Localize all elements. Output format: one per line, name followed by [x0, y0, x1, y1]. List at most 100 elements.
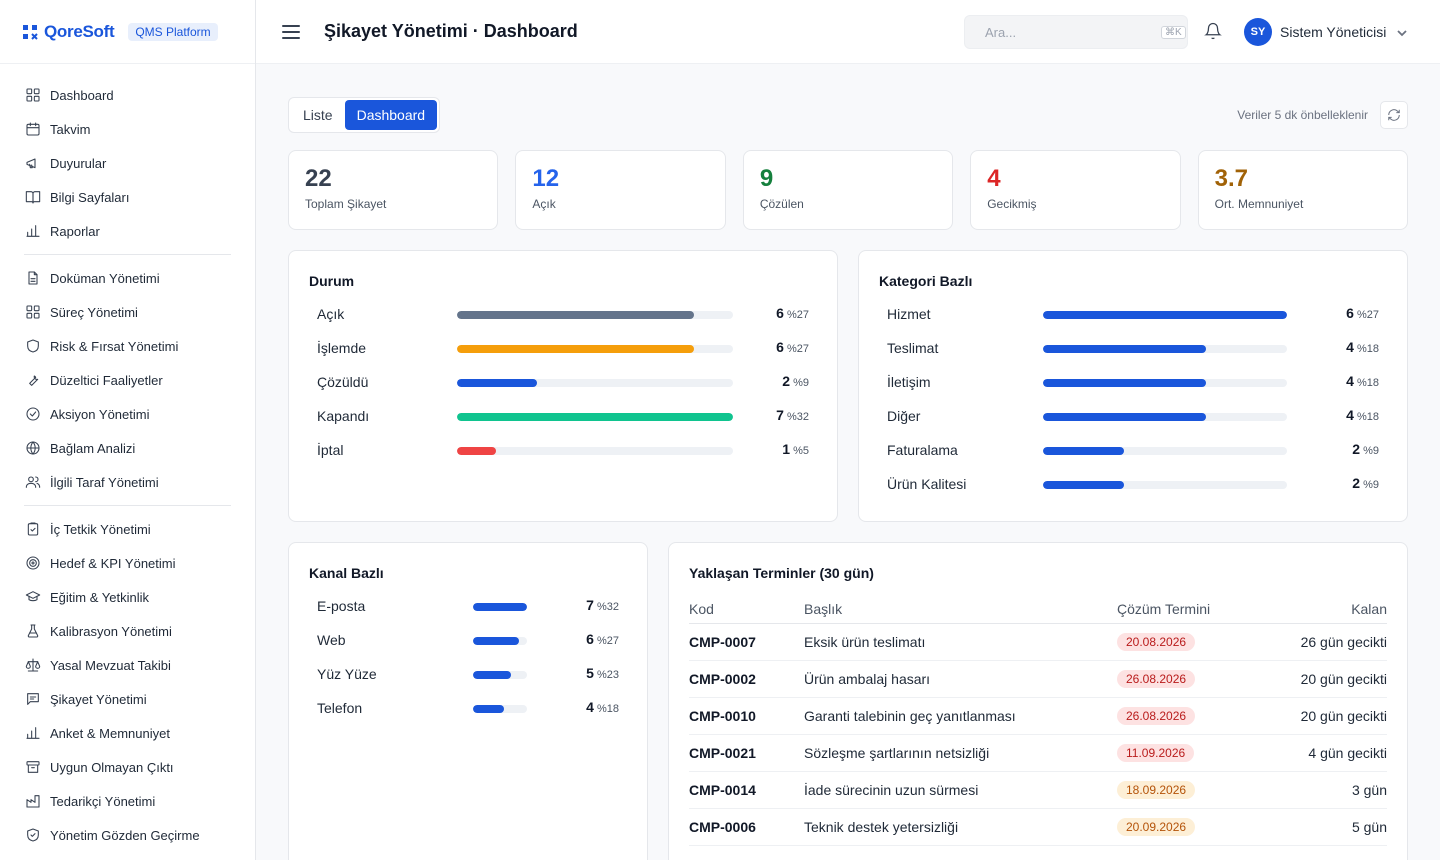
tab-liste[interactable]: Liste — [303, 107, 333, 123]
sidebar-item-raporlar[interactable]: Raporlar — [0, 214, 255, 248]
column-header-termin[interactable]: Çözüm Termini — [1117, 595, 1257, 624]
topbar: Şikayet Yönetimi · Dashboard ⌘K SY Siste… — [256, 0, 1440, 64]
search-box[interactable]: ⌘K — [964, 15, 1188, 49]
status-card-title: Durum — [309, 273, 355, 289]
sidebar-item-bilgi-sayfaları[interactable]: Bilgi Sayfaları — [0, 180, 255, 214]
bar-track — [1043, 447, 1287, 455]
kpi-card[interactable]: 22 Toplam Şikayet — [288, 150, 499, 230]
main-content: Liste Dashboard Veriler 5 dk önbelleklen… — [288, 96, 1409, 230]
sidebar-item-kalibrasyon-yönetimi[interactable]: Kalibrasyon Yönetimi — [0, 614, 255, 648]
sidebar-nav: Dashboard Takvim Duyurular Bilgi Sayfaları R… — [0, 64, 255, 852]
bar-count: 6 — [1346, 305, 1354, 321]
brand-logo[interactable]: QoreSoft — [20, 22, 115, 42]
sidebar-item-doküman-yönetimi[interactable]: Doküman Yönetimi — [0, 261, 255, 295]
sidebar-item-takvim[interactable]: Takvim — [0, 112, 255, 146]
sidebar-item-tedarikçi-yönetimi[interactable]: Tedarikçi Yönetimi — [0, 784, 255, 818]
grid-icon — [24, 303, 42, 321]
bar-value: 4 %18 — [1346, 339, 1379, 355]
kpi-card[interactable]: 4 Gecikmiş — [970, 150, 1181, 230]
category-card: Kategori Bazlı Hizmet 6 %27 Teslimat 4 %18 İle… — [858, 250, 1408, 522]
sidebar-divider — [24, 505, 231, 506]
kpi-value: 9 — [759, 165, 774, 192]
sidebar: QoreSoft QMS Platform Dashboard Takvim Duy… — [0, 0, 256, 860]
bar-label: Web — [317, 632, 346, 648]
bar-count: 4 — [1346, 407, 1354, 423]
bar-percent: %18 — [596, 703, 619, 715]
table-header-row: Kod Başlık Çözüm Termini Kalan — [689, 595, 1387, 624]
calendar-icon — [24, 120, 42, 138]
sidebar-item-bağlam-analizi[interactable]: Bağlam Analizi — [0, 431, 255, 465]
sidebar-item-label: Bağlam Analizi — [50, 440, 136, 456]
tab-dashboard[interactable]: Dashboard — [344, 100, 438, 130]
sidebar-item-i-lgili-taraf-yönetimi[interactable]: İlgili Taraf Yönetimi — [0, 465, 255, 499]
sidebar-item-yönetim-gözden-geçirme[interactable]: Yönetim Gözden Geçirme — [0, 818, 255, 852]
column-header-kalan[interactable]: Kalan — [1257, 595, 1387, 624]
sidebar-item-duyurular[interactable]: Duyurular — [0, 146, 255, 180]
column-header-kod[interactable]: Kod — [689, 595, 804, 624]
search-shortcut: ⌘K — [1161, 25, 1186, 39]
sidebar-item-label: Düzeltici Faaliyetler — [50, 372, 163, 388]
sidebar-item-label: Kalibrasyon Yönetimi — [50, 623, 172, 639]
bar-count: 4 — [1346, 339, 1354, 355]
sidebar-item-label: Dashboard — [50, 87, 114, 103]
menu-toggle-icon[interactable] — [282, 22, 302, 42]
bar-percent: %27 — [596, 635, 619, 647]
kpi-card[interactable]: 3.7 Ort. Memnuniyet — [1197, 150, 1409, 230]
complaint-title-cell: Ürün ambalaj hasarı — [804, 660, 1117, 698]
complaint-code-cell: CMP-0007 — [689, 623, 804, 661]
sidebar-item-label: Duyurular — [50, 155, 107, 171]
table-row[interactable]: CMP-0014 İade sürecinin uzun sürmesi 18.09… — [689, 771, 1387, 809]
bar-percent: %9 — [793, 377, 809, 389]
megaphone-icon — [24, 154, 42, 172]
refresh-button[interactable] — [1380, 101, 1408, 129]
sidebar-item-aksiyon-yönetimi[interactable]: Aksiyon Yönetimi — [0, 397, 255, 431]
factory-icon — [24, 792, 42, 810]
sidebar-item-şikayet-yönetimi[interactable]: Şikayet Yönetimi — [0, 682, 255, 716]
sidebar-item-dashboard[interactable]: Dashboard — [0, 78, 255, 112]
kpi-card[interactable]: 12 Açık — [515, 150, 726, 230]
notifications-bell-icon[interactable] — [1204, 22, 1224, 42]
bar-track — [457, 447, 733, 455]
sidebar-item-düzeltici-faaliyetler[interactable]: Düzeltici Faaliyetler — [0, 363, 255, 397]
bar-label: Kapandı — [317, 408, 370, 424]
complaint-title-cell: Teknik destek yetersizliği — [804, 808, 1117, 846]
search-input[interactable] — [985, 24, 1161, 40]
remaining-time-cell: 3 gün — [1257, 771, 1387, 809]
sidebar-item-uygun-olmayan-çıktı[interactable]: Uygun Olmayan Çıktı — [0, 750, 255, 784]
sidebar-item-yasal-mevzuat-takibi[interactable]: Yasal Mevzuat Takibi — [0, 648, 255, 682]
sidebar-item-eğitim-yetkinlik[interactable]: Eğitim & Yetkinlik — [0, 580, 255, 614]
target-icon — [24, 554, 42, 572]
sidebar-item-hedef-kpi-yönetimi[interactable]: Hedef & KPI Yönetimi — [0, 546, 255, 580]
user-menu[interactable]: SY Sistem Yöneticisi — [1244, 18, 1408, 46]
bar-label: Faturalama — [887, 442, 958, 458]
bar-track — [457, 379, 733, 387]
sidebar-item-i-ç-tetkik-yönetimi[interactable]: İç Tetkik Yönetimi — [0, 512, 255, 546]
table-row[interactable]: CMP-0007 Eksik ürün teslimatı 20.08.2026 26… — [689, 623, 1387, 661]
bar-fill — [473, 637, 520, 645]
avatar: SY — [1244, 18, 1272, 46]
bar-percent: %9 — [1363, 445, 1379, 457]
sidebar-item-risk-fırsat-yönetimi[interactable]: Risk & Fırsat Yönetimi — [0, 329, 255, 363]
bar-percent: %27 — [786, 343, 809, 355]
brand-badge: QMS Platform — [128, 22, 218, 41]
complaint-code-cell: CMP-0014 — [689, 771, 804, 809]
view-toolbar: Liste Dashboard Veriler 5 dk önbelleklen… — [288, 96, 1408, 134]
bar-count: 7 — [776, 407, 784, 423]
sidebar-item-süreç-yönetimi[interactable]: Süreç Yönetimi — [0, 295, 255, 329]
table-row[interactable]: CMP-0006 Teknik destek yetersizliği 20.09.… — [689, 808, 1387, 846]
page-title: Şikayet Yönetimi · Dashboard — [324, 21, 578, 41]
bar-count: 4 — [586, 699, 594, 715]
due-date-badge: 26.08.2026 — [1117, 706, 1196, 725]
sidebar-item-label: Bilgi Sayfaları — [50, 189, 130, 205]
bar-fill — [1043, 379, 1207, 387]
deadlines-card-title: Yaklaşan Terminler (30 gün) — [689, 565, 874, 581]
bar-fill — [457, 447, 496, 455]
table-row[interactable]: CMP-0010 Garanti talebinin geç yanıtlanma… — [689, 697, 1387, 735]
column-header-baslik[interactable]: Başlık — [804, 595, 1117, 624]
kpi-card[interactable]: 9 Çözülen — [742, 150, 954, 230]
table-row[interactable]: CMP-0002 Ürün ambalaj hasarı 26.08.2026 20 … — [689, 660, 1387, 698]
sidebar-item-anket-memnuniyet[interactable]: Anket & Memnuniyet — [0, 716, 255, 750]
sidebar-item-label: İlgili Taraf Yönetimi — [50, 474, 159, 490]
table-row[interactable]: CMP-0021 Sözleşme şartlarının netsizliği 1… — [689, 734, 1387, 772]
sidebar-item-label: Doküman Yönetimi — [50, 270, 160, 286]
